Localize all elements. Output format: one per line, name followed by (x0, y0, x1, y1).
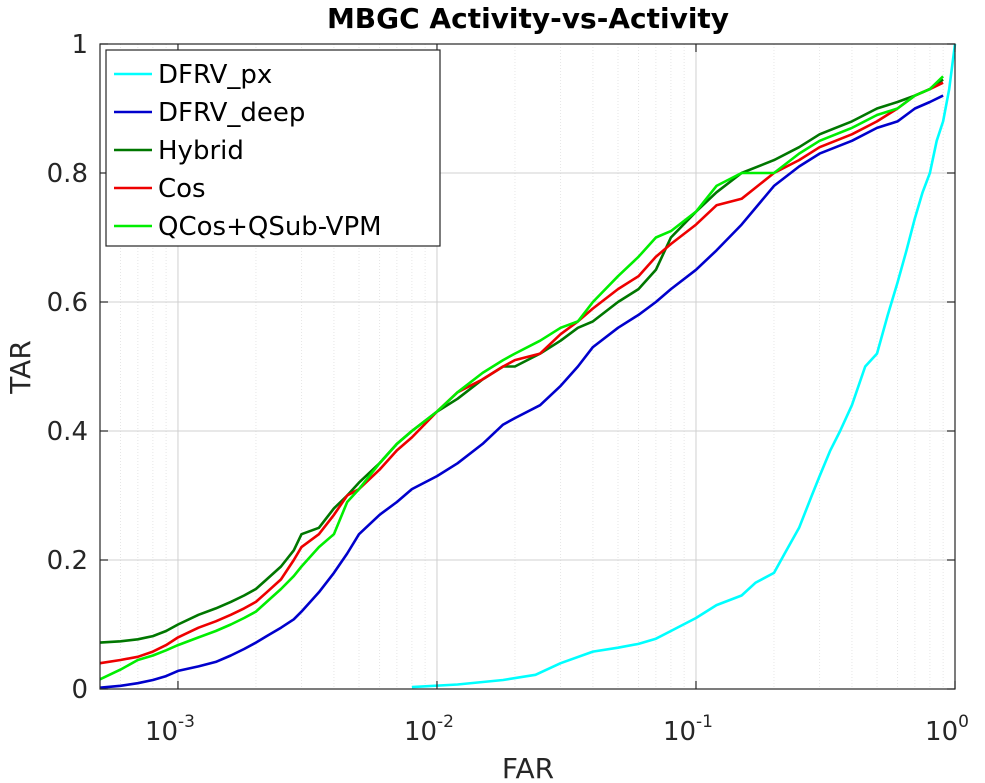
series-line-hybrid (99, 78, 944, 644)
x-tick-label: 10-1 (663, 712, 713, 747)
series-line-dfrv-deep (99, 94, 944, 689)
y-tick-label: 0.8 (47, 159, 88, 189)
y-tick-label: 0.2 (47, 546, 88, 576)
series-line-dfrv-px (411, 43, 957, 689)
x-axis-label: FAR (502, 752, 554, 783)
x-tick-label: 10-3 (145, 712, 195, 747)
series-line-qcos-qsub-vpm (99, 75, 945, 681)
legend: DFRV_px DFRV_deep Hybrid Cos QCos+QSub-VPM (105, 49, 441, 247)
legend-label: Hybrid (158, 136, 244, 166)
x-tick-labels: 10-3 10-2 10-1 100 (145, 712, 969, 747)
legend-label: DFRV_deep (158, 98, 305, 128)
x-tick-label: 10-2 (404, 712, 454, 747)
y-tick-label: 0 (71, 675, 88, 705)
y-tick-label: 0.6 (47, 288, 88, 318)
legend-label: QCos+QSub-VPM (158, 212, 382, 242)
chart-title: MBGC Activity-vs-Activity (327, 2, 729, 35)
plot-frame (99, 43, 956, 690)
series-layer (99, 43, 957, 689)
legend-box (105, 49, 441, 247)
y-axis-label: TAR (4, 340, 37, 395)
legend-entries: DFRV_px DFRV_deep Hybrid Cos QCos+QSub-VPM (114, 60, 382, 242)
legend-label: DFRV_px (158, 60, 272, 90)
legend-label: Cos (158, 174, 206, 204)
y-tick-labels: 0 0.2 0.4 0.6 0.8 1 (47, 30, 88, 705)
y-tick-label: 0.4 (47, 417, 88, 447)
y-tick-label: 1 (71, 30, 88, 60)
x-tick-label: 100 (925, 712, 969, 747)
